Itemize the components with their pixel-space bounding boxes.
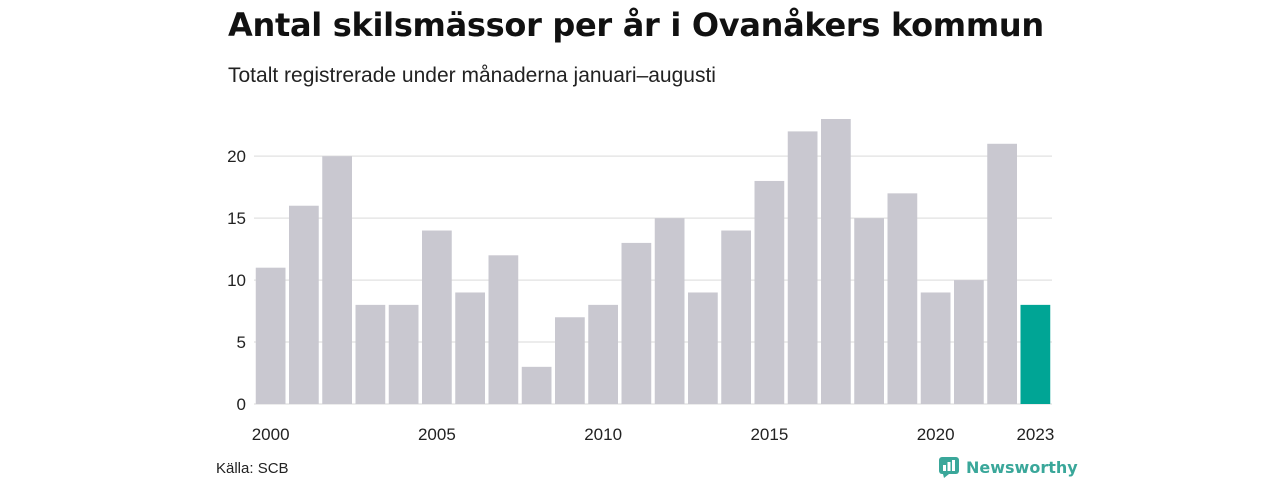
bar-2009	[555, 317, 585, 404]
bar-2015	[754, 180, 785, 404]
x-tick-label: 2010	[584, 425, 622, 444]
x-tick-label: 2000	[252, 425, 290, 444]
y-tick-label: 0	[237, 395, 246, 414]
x-tick-label: 2005	[418, 425, 456, 444]
x-tick-label: 2023	[1016, 425, 1054, 444]
bar-2007	[488, 255, 519, 404]
x-axis-tick-labels: 2000 2005 2010 2015 2020 2023	[252, 425, 1055, 444]
source-note: Källa: SCB	[216, 460, 289, 477]
bar-2001	[289, 205, 319, 404]
bar-2010	[588, 304, 618, 404]
gridlines	[254, 155, 1052, 405]
chart-title: Antal skilsmässor per år i Ovanåkers kom…	[228, 6, 1044, 44]
bar-2022	[987, 143, 1017, 405]
bar-2012	[654, 218, 685, 404]
bar-2006	[455, 292, 485, 404]
bar-2004	[388, 304, 419, 404]
bar-2019	[887, 193, 918, 404]
bar-2023	[1020, 304, 1051, 404]
bar-2014	[721, 230, 751, 404]
bar-2008	[521, 366, 552, 404]
y-tick-label: 15	[227, 209, 246, 228]
brand-logo: Newsworthy	[938, 456, 1078, 478]
bar-2002	[322, 156, 352, 404]
bars	[255, 119, 1051, 405]
newsworthy-logo-icon	[939, 457, 959, 478]
y-axis-tick-labels: 0 5 10 15 20	[227, 147, 246, 414]
bar-2018	[854, 218, 884, 404]
bar-2000	[255, 267, 286, 404]
bar-2013	[688, 292, 718, 404]
bar-2005	[422, 230, 452, 404]
bar-2016	[787, 131, 818, 405]
brand-name: Newsworthy	[966, 457, 1078, 477]
y-tick-label: 5	[237, 333, 246, 352]
bar-2020	[920, 292, 951, 404]
y-tick-label: 10	[227, 271, 246, 290]
bar-2003	[355, 304, 386, 404]
bar-2017	[821, 119, 851, 404]
y-tick-label: 20	[227, 147, 246, 166]
x-tick-label: 2020	[917, 425, 955, 444]
chart-subtitle: Totalt registrerade under månaderna janu…	[228, 64, 716, 87]
bar-2011	[621, 242, 652, 404]
x-tick-label: 2015	[750, 425, 788, 444]
bar-2021	[954, 280, 984, 404]
